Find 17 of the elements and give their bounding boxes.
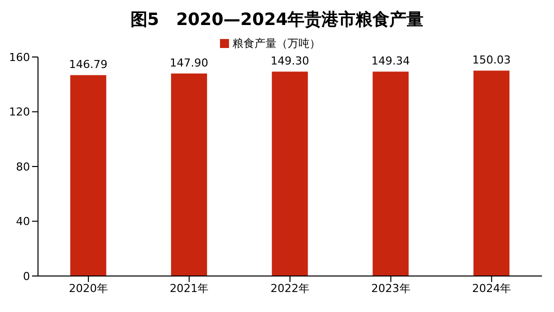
y-tick-label: 160 xyxy=(9,50,30,64)
y-tick-label: 0 xyxy=(23,270,30,283)
y-tick-label: 120 xyxy=(9,106,30,119)
x-tick-label: 2023年 xyxy=(371,282,410,295)
x-tick-label: 2024年 xyxy=(472,282,512,295)
y-tick-label: 80 xyxy=(16,160,30,174)
y-tick-label: 40 xyxy=(16,215,30,228)
x-tick-label: 2020年 xyxy=(68,282,108,295)
chart-title: 图5 2020—2024年贵港市粮食产量 xyxy=(129,9,425,32)
legend-label: 粮食产量（万吨） xyxy=(232,37,320,50)
text: 149.34 xyxy=(371,54,410,68)
text: 150.03 xyxy=(472,54,511,67)
text: 146.79 xyxy=(69,58,108,72)
x-tick-label: 2022年 xyxy=(270,282,310,295)
text: 147.90 xyxy=(170,56,208,70)
text: 149.30 xyxy=(270,54,310,68)
x-tick-label: 2021年 xyxy=(170,282,209,295)
